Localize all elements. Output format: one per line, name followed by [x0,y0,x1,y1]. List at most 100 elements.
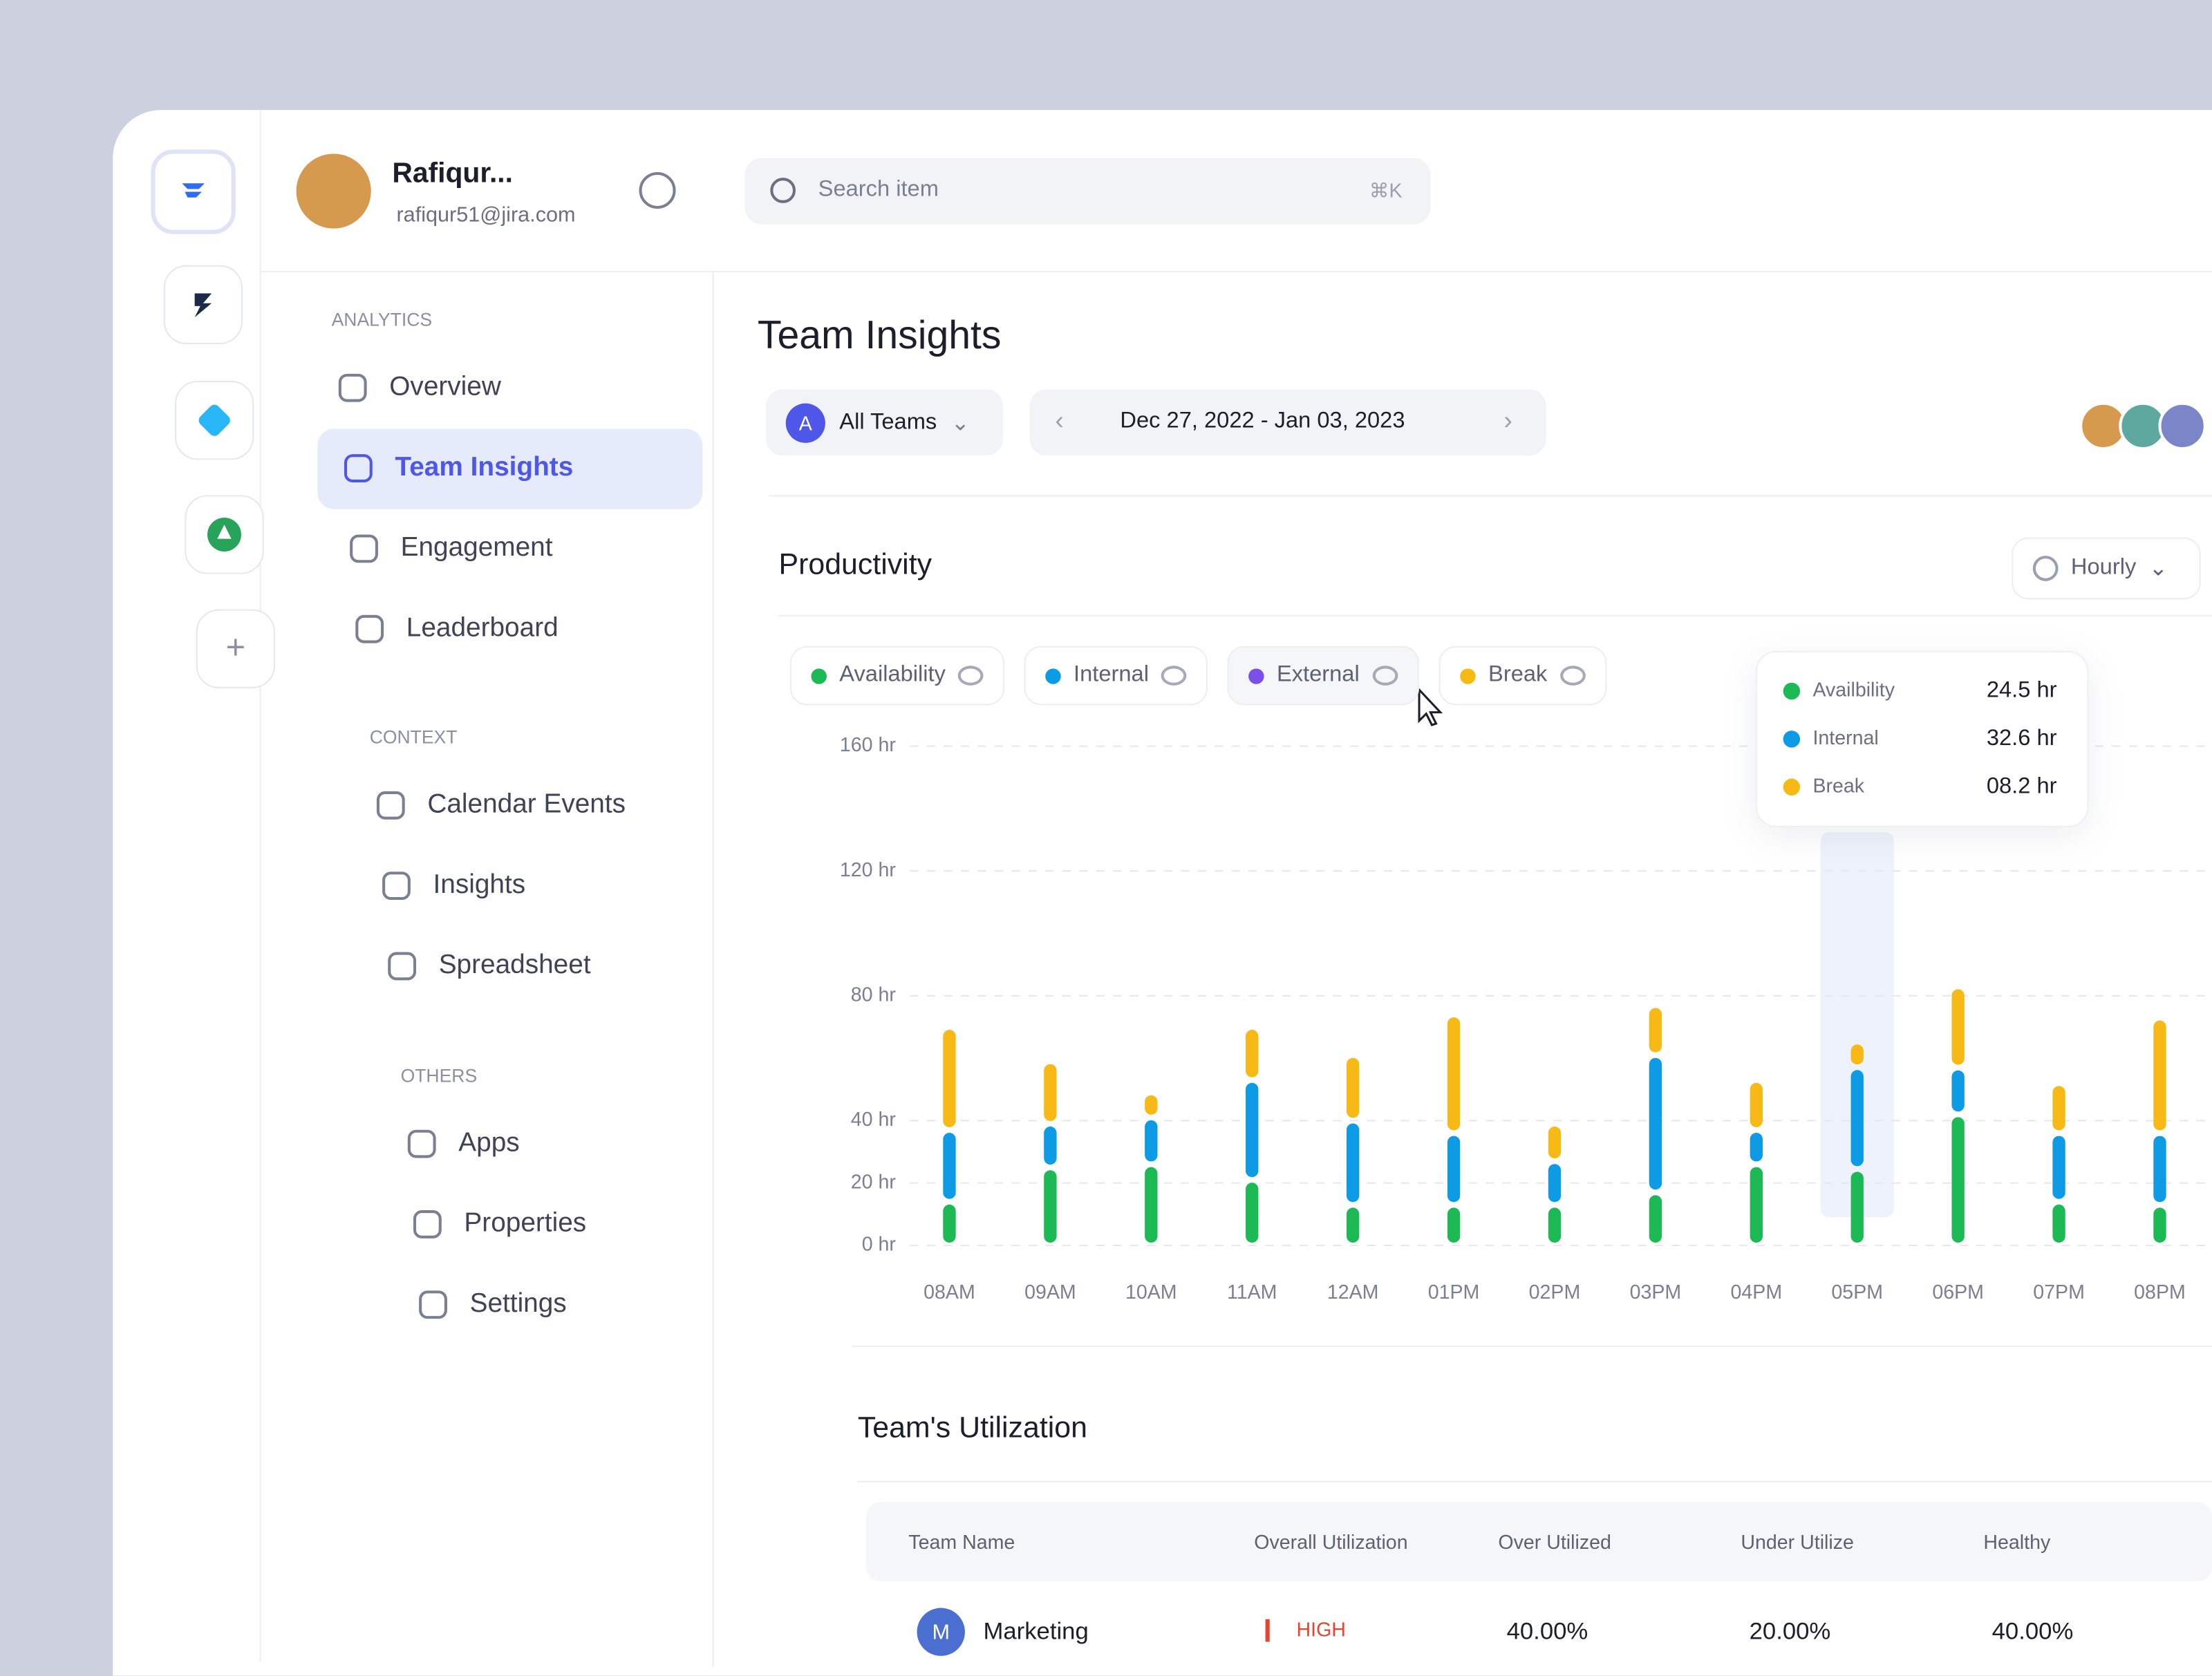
app-icon[interactable] [185,495,264,574]
legend-dot [811,668,827,684]
bar-segment [1044,1064,1057,1121]
bar-segment [1044,1127,1057,1165]
legend-item[interactable]: External [1227,646,1419,706]
y-tick-label: 0 hr [862,1234,897,1256]
bar-segment [1548,1164,1562,1203]
nav-icon [344,454,373,482]
divider [261,270,2212,272]
nav-item[interactable]: Insights [433,870,526,901]
tooltip-value: 08.2 hr [1987,772,2057,798]
bar-segment [1750,1167,1763,1243]
y-tick-label: 160 hr [840,734,896,756]
bar-segment [1246,1030,1259,1077]
interval-select[interactable]: Hourly ⌄ [2012,537,2201,600]
tooltip-label: Internal [1812,727,1878,749]
bar-segment [1750,1133,1763,1162]
divider [857,1480,2212,1482]
nav-icon [355,614,384,643]
tooltip-value: 24.5 hr [1987,677,2057,702]
hide-toggle[interactable] [1161,666,1188,686]
tooltip-dot [1783,682,1801,700]
nav-item[interactable]: Overview [389,372,501,402]
bar-segment [1951,1070,1965,1112]
bar-segment [1447,1136,1461,1203]
divider [852,1345,2212,1347]
bar-segment [2052,1086,2065,1131]
x-tick-label: 06PM [1932,1281,1984,1303]
y-tick-label: 20 hr [851,1171,897,1193]
nav-icon [388,952,417,981]
x-tick-label: 02PM [1529,1281,1581,1303]
nav-item[interactable]: Team Insights [395,453,574,482]
add-app[interactable]: + [196,609,275,688]
app-icon[interactable] [163,265,243,344]
bar-segment [1649,1057,1662,1190]
y-tick-label: 120 hr [840,859,896,881]
table-title: Team's Utilization [857,1411,1087,1444]
bar-segment [943,1133,956,1199]
settings-button[interactable] [639,171,676,209]
bar-segment [1447,1017,1461,1131]
table-cell: 40.00% [1991,1617,2074,1645]
user-name: Rafiqur... [392,158,513,189]
column-header: Healthy [1983,1530,2051,1553]
legend-item[interactable]: Availability [789,646,1005,706]
nav-item[interactable]: Properties [464,1208,587,1239]
legend-item[interactable]: Internal [1024,646,1208,706]
nav-item[interactable]: Calendar Events [427,789,626,820]
bar-segment [2153,1207,2166,1243]
nav-icon [376,791,405,820]
column-header: Over Utilized [1498,1530,1611,1553]
y-tick-label: 40 hr [851,1109,897,1131]
x-tick-label: 05PM [1831,1281,1883,1303]
legend-dot [1248,668,1264,684]
divider [712,270,714,1668]
bar-segment [1346,1207,1360,1243]
prev-button[interactable]: ‹ [1055,406,1064,435]
section-title: CONTEXT [369,726,458,748]
show-toggle[interactable] [1372,666,1398,686]
nav-item[interactable]: Settings [469,1289,567,1319]
divider [769,495,2212,497]
bar-segment [1951,989,1965,1065]
legend-label: Break [1488,663,1548,687]
search-box[interactable]: Search item ⌘K [744,158,1431,225]
nav-item[interactable]: Spreadsheet [438,950,591,981]
nav-icon [419,1290,447,1319]
app-icon[interactable] [175,381,254,460]
next-button[interactable]: › [1503,406,1512,435]
nav-item[interactable]: Leaderboard [406,613,559,643]
nav-item[interactable]: Apps [458,1128,520,1158]
app-icon[interactable] [151,149,236,234]
x-tick-label: 08AM [924,1281,975,1303]
bar-segment [1246,1183,1259,1243]
page-title: Team Insights [757,313,1002,357]
member-avatar [2158,402,2206,451]
legend-label: Availability [839,663,946,687]
hide-toggle[interactable] [1559,666,1586,686]
bar-segment [1649,1008,1662,1053]
legend-item[interactable]: Break [1438,646,1607,706]
cursor [1418,687,1443,726]
bar-segment [1649,1195,1662,1243]
bar-segment [1346,1057,1360,1118]
hide-toggle[interactable] [958,666,984,686]
x-tick-label: 04PM [1731,1281,1783,1303]
table-cell: Marketing [983,1617,1089,1645]
team-filter[interactable]: A All Teams ⌄ [766,389,1004,456]
bar-segment [1850,1044,1864,1065]
section-title: OTHERS [400,1064,478,1086]
legend-label: Internal [1074,663,1149,687]
x-tick-label: 03PM [1630,1281,1682,1303]
legend-label: External [1276,663,1360,687]
bar-segment [2153,1136,2166,1203]
chart-title: Productivity [778,548,932,581]
tooltip-value: 32.6 hr [1987,724,2057,750]
nav-item[interactable]: Engagement [400,533,553,563]
bar-segment [1145,1095,1158,1115]
nav-icon [338,373,367,402]
date-range-picker[interactable]: ‹ Dec 27, 2022 - Jan 03, 2023 › [1029,389,1546,456]
tooltip [1755,650,2089,827]
bar-segment [1044,1170,1057,1243]
